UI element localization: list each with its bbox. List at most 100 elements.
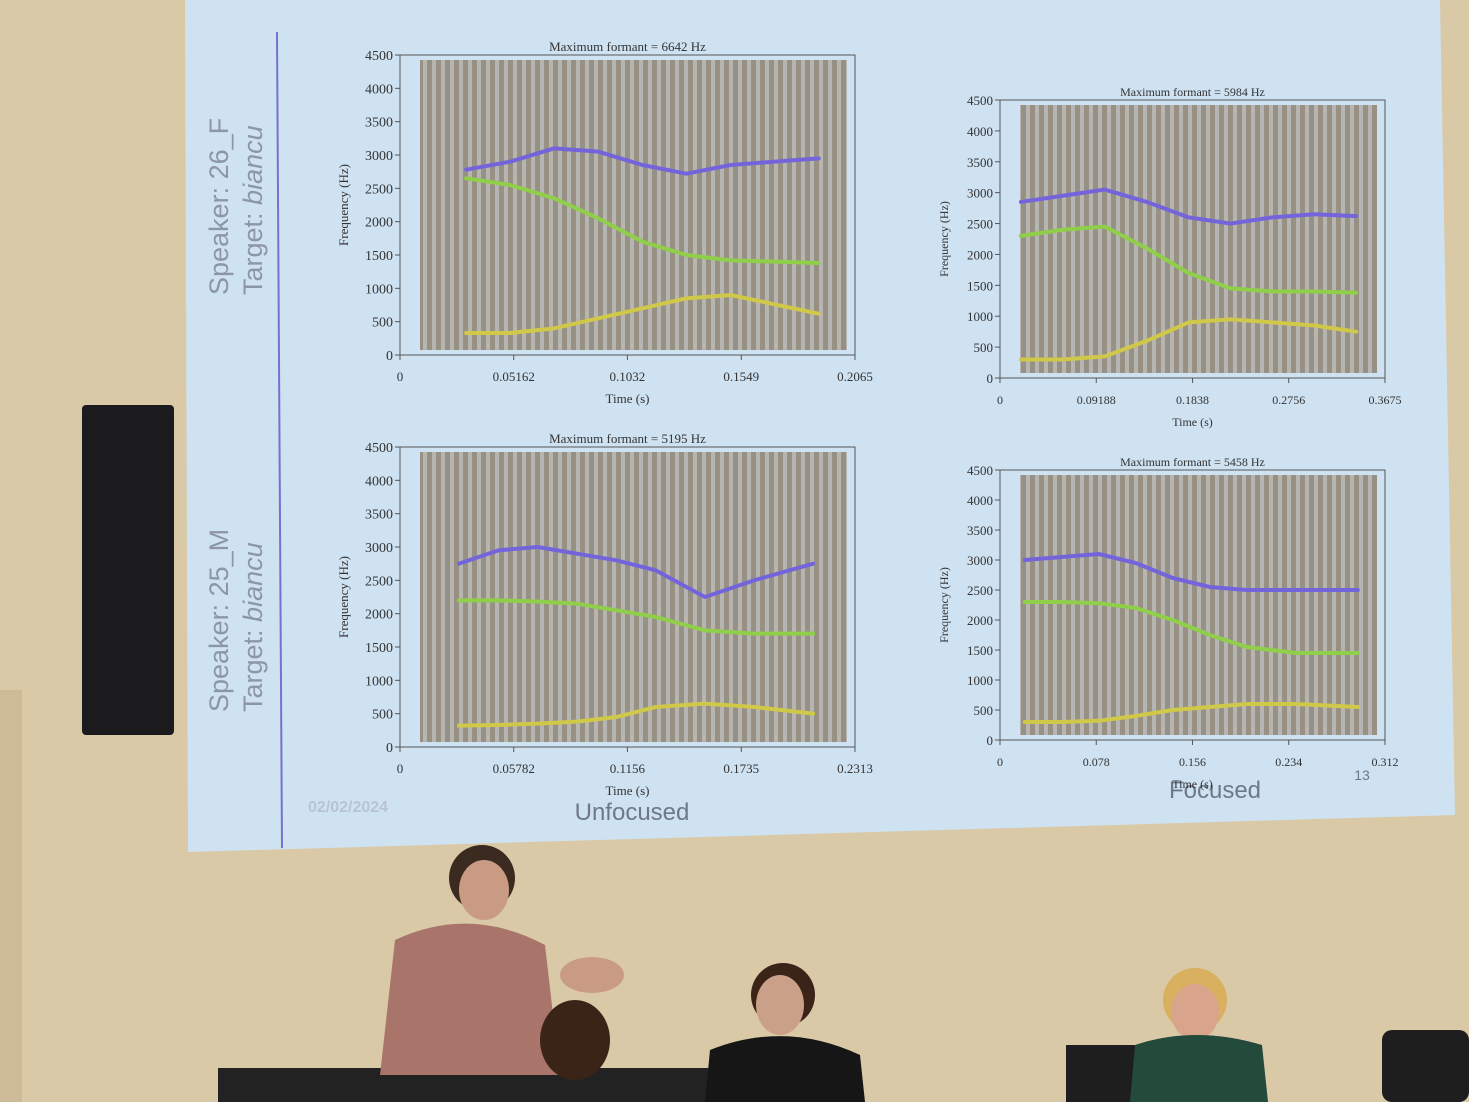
formant-track — [1018, 187, 1359, 226]
x-tick-label: 0.05162 — [493, 369, 535, 384]
y-tick-label: 3500 — [967, 523, 993, 538]
formant-track — [1022, 600, 1360, 655]
x-tick-label: 0 — [397, 369, 404, 384]
target-prefix: Target: — [238, 629, 268, 712]
y-tick-label: 1500 — [365, 249, 393, 264]
x-tick-label: 0.1156 — [610, 761, 646, 776]
column-label: Unfocused — [575, 799, 690, 826]
y-axis-label: Frequency (Hz) — [336, 556, 351, 638]
y-tick-label: 0 — [987, 371, 994, 386]
x-tick-label: 0.1735 — [723, 761, 759, 776]
person-shirt — [380, 923, 560, 1075]
y-tick-label: 0 — [386, 741, 393, 756]
y-tick-label: 3000 — [967, 186, 993, 201]
y-axis-label: Frequency (Hz) — [937, 567, 951, 643]
y-tick-label: 1500 — [967, 278, 993, 293]
formant-track — [1018, 317, 1359, 362]
formant-track — [457, 545, 816, 599]
y-tick-label: 2000 — [365, 608, 393, 623]
x-axis-label: Time (s) — [1172, 415, 1213, 429]
y-tick-label: 4500 — [967, 463, 993, 478]
audience-area — [218, 845, 1469, 1102]
formant-track — [1022, 702, 1360, 724]
x-tick-label: 0.234 — [1275, 755, 1302, 769]
spectrogram — [1020, 105, 1377, 373]
person-face — [756, 975, 804, 1035]
x-tick-label: 0.3675 — [1369, 393, 1402, 407]
x-tick-label: 0 — [997, 393, 1003, 407]
door-frame — [0, 690, 22, 1102]
chair — [1382, 1030, 1469, 1102]
speaker-box — [82, 405, 174, 735]
target-prefix: Target: — [238, 212, 268, 295]
y-tick-label: 3000 — [967, 553, 993, 568]
person-hand — [560, 957, 624, 993]
person-face — [1171, 984, 1219, 1040]
x-tick-label: 0.1032 — [610, 369, 646, 384]
y-tick-label: 500 — [372, 316, 393, 331]
person-hair — [540, 1000, 610, 1080]
y-tick-label: 1000 — [967, 673, 993, 688]
y-tick-label: 3500 — [967, 155, 993, 170]
chart-title: Maximum formant = 6642 Hz — [549, 39, 706, 54]
x-tick-label: 0.078 — [1083, 755, 1110, 769]
x-tick-label: 0.1838 — [1176, 393, 1209, 407]
spectrogram — [420, 452, 847, 742]
formant-track — [457, 598, 816, 636]
y-tick-label: 4000 — [365, 82, 393, 97]
y-axis-label: Frequency (Hz) — [336, 164, 351, 246]
chart-title: Maximum formant = 5984 Hz — [1120, 85, 1265, 99]
x-tick-label: 0.312 — [1372, 755, 1399, 769]
formant-track — [464, 146, 821, 176]
y-tick-label: 4500 — [967, 93, 993, 108]
target-label: Target: biancu — [238, 125, 268, 295]
speaker-label: Speaker: 26_F — [204, 118, 234, 295]
y-tick-label: 4500 — [365, 49, 393, 64]
target-label: Target: biancu — [238, 542, 268, 712]
y-tick-label: 3500 — [365, 116, 393, 131]
x-tick-label: 0.09188 — [1077, 393, 1116, 407]
y-tick-label: 2000 — [967, 613, 993, 628]
x-tick-label: 0 — [997, 755, 1003, 769]
column-label: Focused — [1169, 777, 1261, 804]
y-tick-label: 0 — [386, 349, 393, 364]
y-tick-label: 1500 — [365, 641, 393, 656]
page-number: 13 — [1354, 767, 1370, 783]
y-tick-label: 4000 — [365, 474, 393, 489]
x-tick-label: 0.2065 — [837, 369, 873, 384]
target-word: biancu — [238, 125, 268, 205]
date: 02/02/2024 — [308, 799, 388, 816]
formant-track — [464, 293, 821, 335]
formant-track — [457, 701, 816, 728]
formant-track — [1018, 224, 1359, 295]
y-tick-label: 4500 — [365, 441, 393, 456]
y-tick-label: 500 — [372, 708, 393, 723]
y-tick-label: 4000 — [967, 124, 993, 139]
y-axis-label: Frequency (Hz) — [937, 201, 951, 277]
formant-track — [1022, 552, 1360, 592]
y-tick-label: 1000 — [365, 282, 393, 297]
x-axis-label: Time (s) — [1172, 777, 1213, 791]
y-tick-label: 2500 — [967, 583, 993, 598]
y-tick-label: 0 — [987, 733, 994, 748]
target-word: biancu — [238, 542, 268, 622]
y-tick-label: 500 — [974, 703, 994, 718]
y-tick-label: 2500 — [967, 217, 993, 232]
y-tick-label: 3000 — [365, 149, 393, 164]
speaker-label: Speaker: 25_M — [204, 529, 234, 712]
y-tick-label: 4000 — [967, 493, 993, 508]
y-tick-label: 2500 — [365, 574, 393, 589]
divider — [276, 31, 283, 849]
y-tick-label: 3500 — [365, 508, 393, 523]
y-tick-label: 3000 — [365, 541, 393, 556]
chair — [1066, 1045, 1136, 1102]
chart-title: Maximum formant = 5195 Hz — [549, 431, 706, 446]
y-tick-label: 1500 — [967, 643, 993, 658]
chart-title: Maximum formant = 5458 Hz — [1120, 455, 1265, 469]
spectrogram — [420, 60, 847, 350]
x-tick-label: 0.2313 — [837, 761, 873, 776]
x-axis-label: Time (s) — [606, 391, 650, 406]
y-tick-label: 1000 — [967, 309, 993, 324]
